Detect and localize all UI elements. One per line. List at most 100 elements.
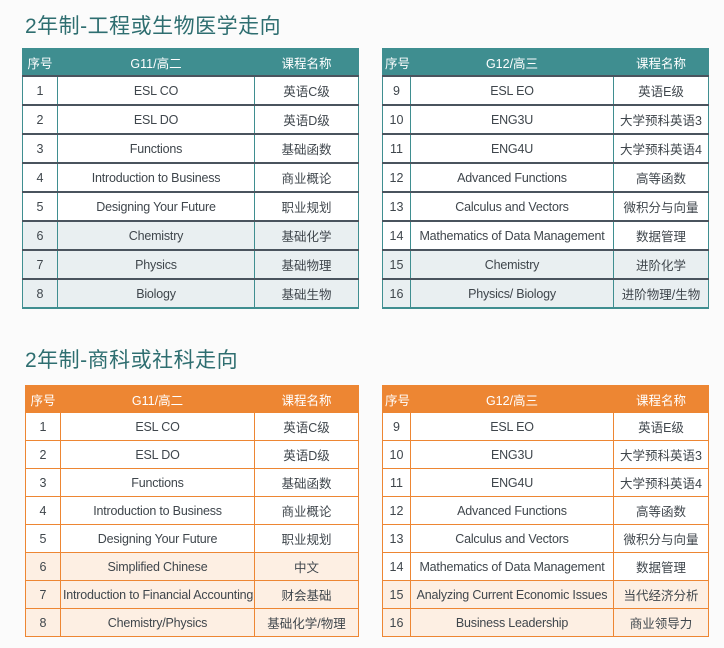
table-row: 14 Mathematics of Data Management 数据管理 xyxy=(382,220,709,251)
section-title-engineering-biomedical: 2年制-工程或生物医学走向 xyxy=(25,15,282,38)
section-title-business-social: 2年制-商科或社科走向 xyxy=(25,349,239,372)
table-row: 15 Analyzing Current Economic Issues 当代经济分… xyxy=(382,580,709,609)
row-number-cell: 1 xyxy=(22,75,58,106)
course-title-cell: Introduction to Business xyxy=(57,162,255,193)
course-cn-name-cell: 微积分与向量 xyxy=(613,524,709,553)
course-title-cell: Functions xyxy=(57,133,255,164)
course-cn-name-cell: 英语C级 xyxy=(254,75,359,106)
table-row: 10 ENG3U 大学预科英语3 xyxy=(382,104,709,135)
course-cn-name-cell: 基础化学/物理 xyxy=(254,608,359,637)
course-cn-name-cell: 英语E级 xyxy=(613,412,709,441)
column-header: G11/高二 xyxy=(57,48,255,77)
course-title-cell: ESL CO xyxy=(60,412,255,441)
course-cn-name-cell: 基础化学 xyxy=(254,220,359,251)
course-cn-name-cell: 英语E级 xyxy=(613,75,709,106)
course-title-cell: ESL EO xyxy=(410,75,614,106)
table-row: 11 ENG4U 大学预科英语4 xyxy=(382,468,709,497)
course-cn-name-cell: 大学预科英语4 xyxy=(613,468,709,497)
course-title-cell: ESL CO xyxy=(57,75,255,106)
course-cn-name-cell: 大学预科英语3 xyxy=(613,104,709,135)
course-title-cell: ESL DO xyxy=(60,440,255,469)
table-row: 3 Functions 基础函数 xyxy=(22,133,359,164)
course-title-cell: Designing Your Future xyxy=(60,524,255,553)
course-cn-name-cell: 中文 xyxy=(254,552,359,581)
course-title-cell: Advanced Functions xyxy=(410,496,614,525)
table-row: 9 ESL EO 英语E级 xyxy=(382,75,709,106)
course-cn-name-cell: 基础生物 xyxy=(254,278,359,309)
row-number-cell: 16 xyxy=(382,278,411,309)
row-number-cell: 11 xyxy=(382,468,411,497)
row-number-cell: 6 xyxy=(22,220,58,251)
row-number-cell: 12 xyxy=(382,496,411,525)
row-number-cell: 15 xyxy=(382,249,411,280)
course-cn-name-cell: 进阶化学 xyxy=(613,249,709,280)
row-number-cell: 1 xyxy=(25,412,61,441)
course-cn-name-cell: 商业概论 xyxy=(254,496,359,525)
course-title-cell: Chemistry xyxy=(57,220,255,251)
row-number-cell: 14 xyxy=(382,552,411,581)
row-number-cell: 10 xyxy=(382,104,411,135)
row-number-cell: 10 xyxy=(382,440,411,469)
header-row: 序号 G12/高三 课程名称 xyxy=(382,48,709,77)
course-title-cell: Mathematics of Data Management xyxy=(410,220,614,251)
course-title-cell: ENG3U xyxy=(410,104,614,135)
column-header: 序号 xyxy=(382,385,411,413)
table-row: 4 Introduction to Business 商业概论 xyxy=(25,496,359,525)
course-title-cell: Introduction to Financial Accounting xyxy=(60,580,255,609)
row-number-cell: 6 xyxy=(25,552,61,581)
row-number-cell: 8 xyxy=(22,278,58,309)
course-cn-name-cell: 高等函数 xyxy=(613,496,709,525)
table-row: 5 Designing Your Future 职业规划 xyxy=(22,191,359,222)
course-cn-name-cell: 大学预科英语4 xyxy=(613,133,709,164)
course-cn-name-cell: 商业领导力 xyxy=(613,608,709,637)
row-number-cell: 9 xyxy=(382,75,411,106)
course-cn-name-cell: 基础函数 xyxy=(254,468,359,497)
column-header: 序号 xyxy=(25,385,61,413)
table-row: 8 Chemistry/Physics 基础化学/物理 xyxy=(25,608,359,637)
column-header: G12/高三 xyxy=(410,48,614,77)
course-title-cell: Biology xyxy=(57,278,255,309)
header-row: 序号 G12/高三 课程名称 xyxy=(382,385,709,413)
course-title-cell: Advanced Functions xyxy=(410,162,614,193)
course-cn-name-cell: 职业规划 xyxy=(254,524,359,553)
header-row: 序号 G11/高二 课程名称 xyxy=(25,385,359,413)
course-title-cell: Functions xyxy=(60,468,255,497)
course-title-cell: Designing Your Future xyxy=(57,191,255,222)
column-header: 课程名称 xyxy=(254,385,359,413)
table-row: 12 Advanced Functions 高等函数 xyxy=(382,496,709,525)
table-row: 2 ESL DO 英语D级 xyxy=(25,440,359,469)
course-cn-name-cell: 财会基础 xyxy=(254,580,359,609)
course-cn-name-cell: 当代经济分析 xyxy=(613,580,709,609)
course-cn-name-cell: 进阶物理/生物 xyxy=(613,278,709,309)
table-row: 1 ESL CO 英语C级 xyxy=(25,412,359,441)
course-cn-name-cell: 高等函数 xyxy=(613,162,709,193)
table-row: 6 Simplified Chinese 中文 xyxy=(25,552,359,581)
table-row: 8 Biology 基础生物 xyxy=(22,278,359,309)
course-title-cell: ESL EO xyxy=(410,412,614,441)
course-title-cell: ENG4U xyxy=(410,133,614,164)
table-row: 9 ESL EO 英语E级 xyxy=(382,412,709,441)
course-title-cell: Physics/ Biology xyxy=(410,278,614,309)
row-number-cell: 16 xyxy=(382,608,411,637)
row-number-cell: 7 xyxy=(22,249,58,280)
column-header: 序号 xyxy=(382,48,411,77)
course-cn-name-cell: 数据管理 xyxy=(613,220,709,251)
course-title-cell: ENG4U xyxy=(410,468,614,497)
table-row: 1 ESL CO 英语C级 xyxy=(22,75,359,106)
course-title-cell: Calculus and Vectors xyxy=(410,524,614,553)
table-row: 14 Mathematics of Data Management 数据管理 xyxy=(382,552,709,581)
table-row: 13 Calculus and Vectors 微积分与向量 xyxy=(382,191,709,222)
table-row: 15 Chemistry 进阶化学 xyxy=(382,249,709,280)
row-number-cell: 4 xyxy=(25,496,61,525)
row-number-cell: 2 xyxy=(25,440,61,469)
g12-course-table-engineering: 序号 G12/高三 课程名称 9 ESL EO 英语E级 10 ENG3U 大学预科英语3 11 E… xyxy=(382,48,709,309)
course-title-cell: Physics xyxy=(57,249,255,280)
row-number-cell: 11 xyxy=(382,133,411,164)
table-row: 16 Physics/ Biology 进阶物理/生物 xyxy=(382,278,709,309)
row-number-cell: 14 xyxy=(382,220,411,251)
course-title-cell: ENG3U xyxy=(410,440,614,469)
row-number-cell: 15 xyxy=(382,580,411,609)
g12-course-table-business: 序号 G12/高三 课程名称 9 ESL EO 英语E级 10 ENG3U 大学预科英语3 11 E… xyxy=(382,385,709,637)
row-number-cell: 8 xyxy=(25,608,61,637)
